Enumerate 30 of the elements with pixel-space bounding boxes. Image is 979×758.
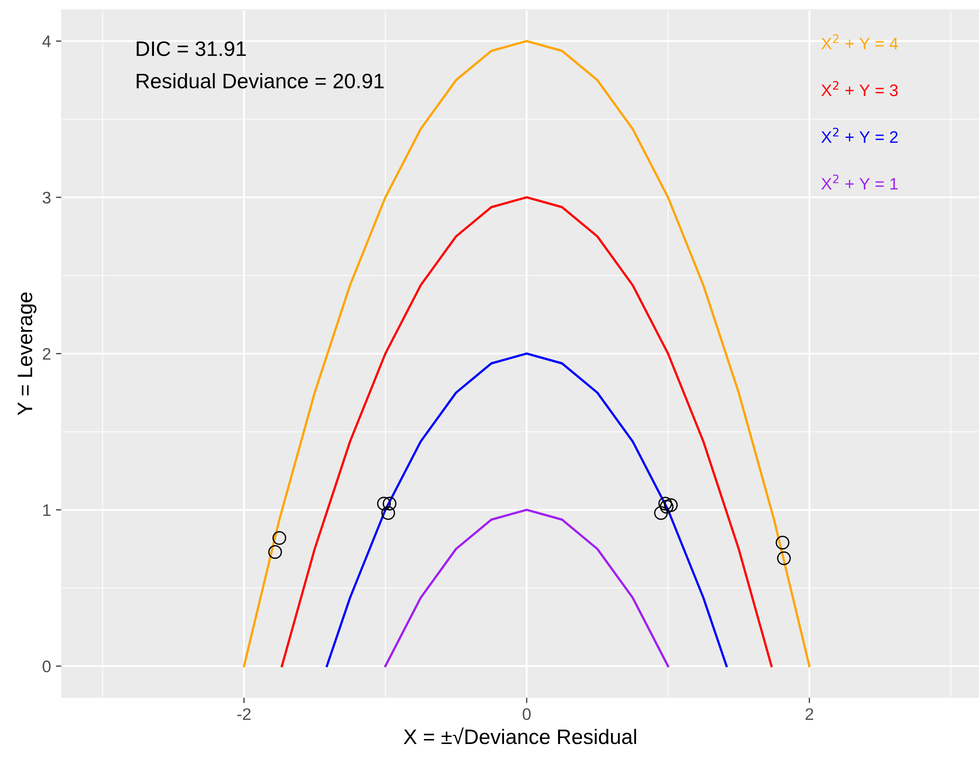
text: X$^{2}$ + Y = 3 [821, 81, 898, 96]
annotation: DIC = 31.91 [136, 41, 246, 56]
point [664, 498, 678, 512]
point [382, 496, 396, 510]
x-tick-label: 0 [522, 708, 531, 720]
point [658, 496, 672, 510]
y-tick-label: 3 [42, 192, 51, 204]
y-tick-label: 2 [42, 348, 50, 360]
y-tick-label: 1 [43, 504, 50, 516]
point [777, 551, 791, 566]
x-tick-label: 2 [806, 708, 814, 720]
y-tick-label: 0 [42, 660, 51, 672]
point [776, 536, 790, 550]
point [654, 506, 668, 520]
text: X$^{2}$ + Y = 2 [821, 128, 898, 143]
text: X$^{2}$ + Y = 1 [821, 174, 898, 190]
y-tick-label: 4 [42, 36, 51, 48]
point [660, 500, 674, 514]
x-tick-label: -2 [237, 708, 251, 720]
line-series [384, 508, 670, 668]
point [268, 545, 282, 559]
point [377, 496, 391, 510]
annotation: Residual Deviance = 20.91 [136, 73, 384, 88]
y-axis-title: Y = Leverage [18, 292, 36, 416]
line-series [280, 196, 773, 668]
point [381, 506, 396, 520]
x-axis-title: X = ±√Deviance Residual [404, 727, 636, 744]
line-series [326, 352, 728, 668]
text: X$^{2}$ + Y = 4 [821, 34, 898, 50]
point [272, 531, 286, 545]
